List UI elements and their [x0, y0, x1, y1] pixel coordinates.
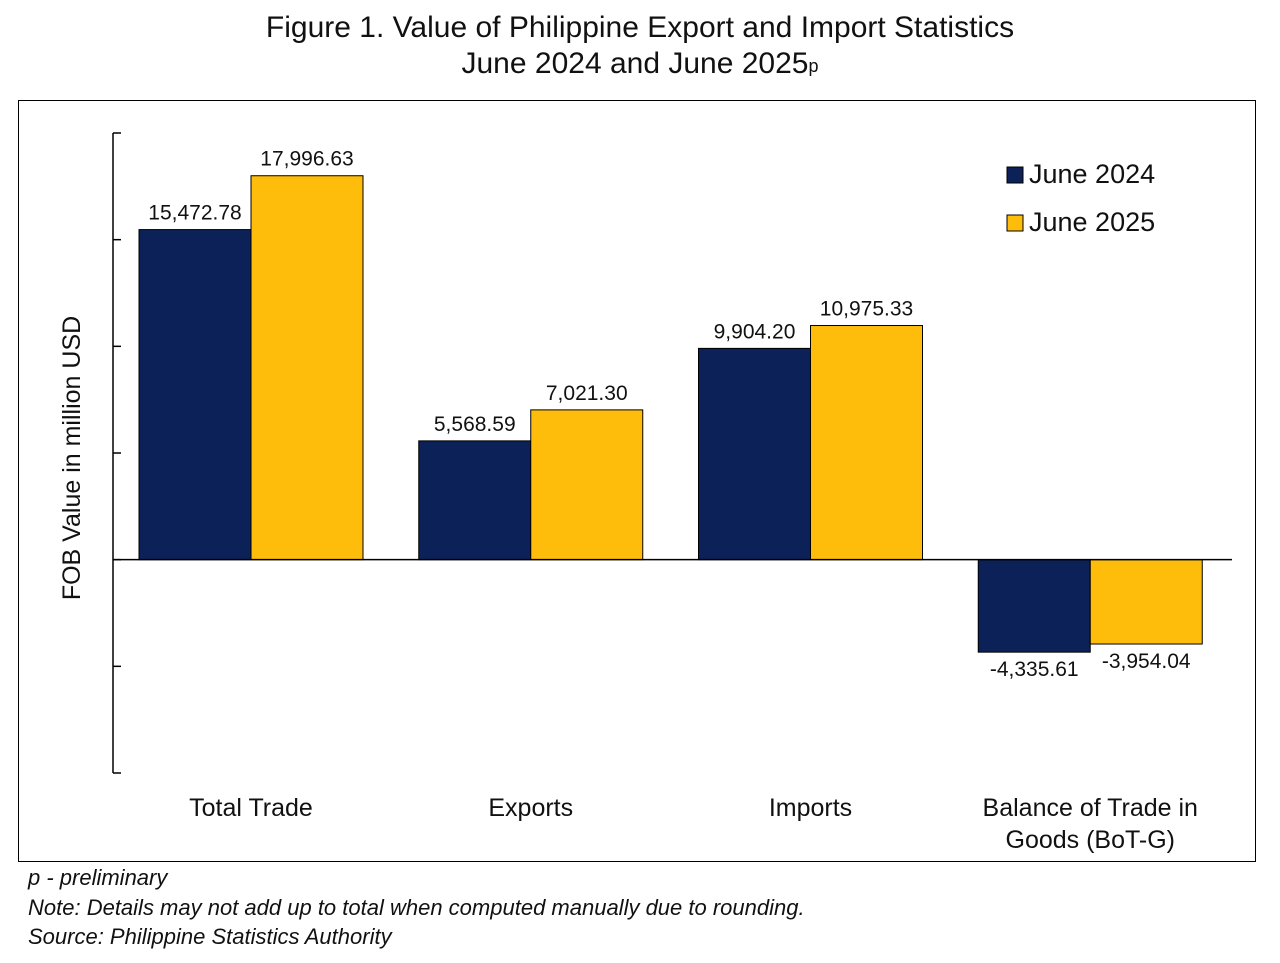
bar-june-2025 — [1089, 559, 1203, 645]
bar-june-2024 — [138, 229, 252, 561]
data-label: 5,568.59 — [434, 413, 516, 436]
data-label: 7,021.30 — [546, 382, 628, 405]
data-label: 10,975.33 — [820, 298, 913, 321]
preliminary-marker: p — [808, 56, 819, 76]
bar-june-2025 — [530, 409, 644, 561]
chart-subtitle: June 2024 and June 2025p — [0, 46, 1280, 82]
chart-frame — [18, 100, 1256, 862]
category-label: Exports — [488, 794, 573, 822]
data-label: 15,472.78 — [148, 202, 241, 225]
category-label: Imports — [769, 794, 852, 822]
chart-title: Figure 1. Value of Philippine Export and… — [0, 10, 1280, 46]
legend-label-june-2025: June 2025 — [1029, 207, 1155, 237]
data-label: -3,954.04 — [1102, 650, 1191, 673]
category-label: Total Trade — [189, 794, 313, 822]
bar-june-2024 — [977, 559, 1091, 653]
bar-june-2025 — [250, 175, 364, 561]
chart-title-line2: June 2024 and June 2025 — [461, 47, 809, 80]
category-label: Balance of Trade in — [983, 794, 1198, 822]
bar-june-2025 — [810, 325, 923, 561]
chart-title-line1: Figure 1. Value of Philippine Export and… — [265, 11, 1015, 44]
footnote-source: Source: Philippine Statistics Authority — [28, 924, 392, 949]
footnote-preliminary: p - preliminary — [28, 865, 168, 890]
data-label: 17,996.63 — [260, 148, 353, 171]
data-label: 9,904.20 — [714, 320, 796, 343]
data-label: -4,335.61 — [990, 658, 1079, 681]
legend-swatch-june-2024 — [1006, 166, 1024, 184]
y-axis-title: FOB Value in million USD — [58, 316, 86, 600]
category-label: Goods (BoT-G) — [1006, 826, 1176, 854]
bar-june-2024 — [698, 347, 811, 561]
legend-label-june-2024: June 2024 — [1029, 159, 1155, 189]
footnote-rounding: Note: Details may not add up to total wh… — [28, 895, 805, 920]
legend-swatch-june-2025 — [1006, 214, 1024, 232]
bar-june-2024 — [418, 440, 532, 561]
